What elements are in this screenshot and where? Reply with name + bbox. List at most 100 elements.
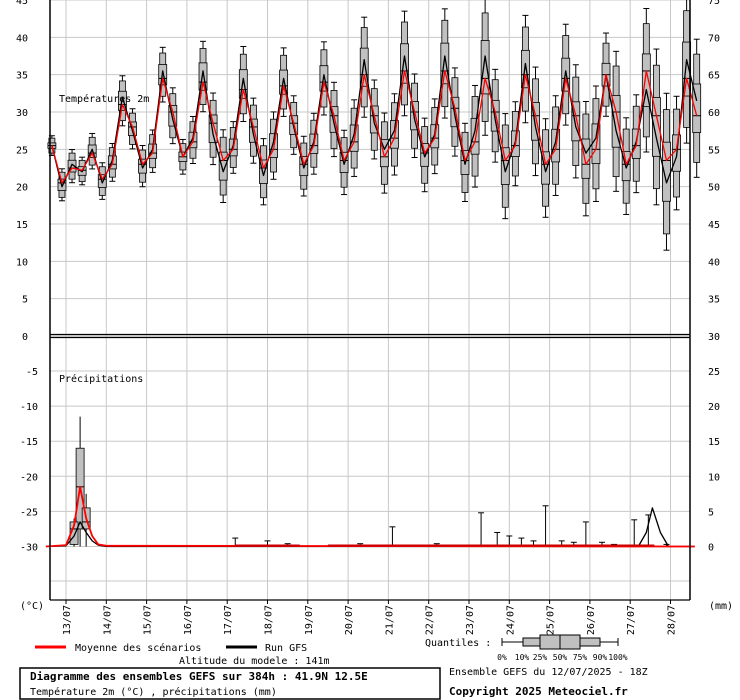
precipitation-mean-line	[45, 485, 695, 548]
x-tick-label: 27/07	[626, 605, 637, 635]
title-box	[19, 667, 441, 700]
x-tick-label: 20/07	[344, 605, 355, 635]
precipitation-left-axis: -5 -10 -15 -20 -25 -30	[20, 367, 38, 554]
box-inner	[571, 101, 581, 142]
box-inner	[218, 151, 228, 181]
x-tick-label: 19/07	[304, 605, 315, 635]
chart-subtitle: Température 2m (°C) , précipitations (mm…	[30, 686, 277, 698]
temperature-tick-label: 35	[708, 295, 720, 306]
box-inner	[329, 106, 339, 133]
quantile-tick: 25%	[533, 653, 548, 662]
quantile-tick: 90%	[593, 653, 608, 662]
box-inner	[480, 40, 490, 95]
quantile-tick: 10%	[515, 653, 530, 662]
quantile-tick: 75%	[573, 653, 588, 662]
x-tick-label: 14/07	[102, 605, 113, 635]
precipitation-right-axis: 25 20 15 10 5 0	[708, 367, 720, 554]
precipitation-tick-label: -25	[20, 507, 38, 518]
quantile-tick-labels: 0% 10% 25% 50% 75% 90% 100%	[497, 653, 628, 662]
quantile-tick: 0%	[497, 653, 507, 662]
box-inner	[208, 114, 218, 144]
chart-title: Diagramme des ensembles GEFS sur 384h : …	[30, 670, 368, 683]
temperature-tick-label: 65	[708, 71, 720, 82]
x-tick-label: 26/07	[586, 605, 597, 635]
x-tick-label: 21/07	[384, 605, 395, 635]
precipitation-tick-label: 25	[708, 367, 720, 378]
plot-frame	[49, 0, 691, 601]
box-inner	[440, 42, 450, 85]
temperature-tick-label: 40	[708, 257, 720, 268]
box-inner	[692, 83, 702, 133]
temperature-tick-label: 70	[708, 33, 720, 44]
box-inner	[541, 151, 550, 185]
box-inner	[400, 43, 409, 84]
left-unit-label: (°C)	[20, 601, 44, 612]
date-axis: 13/07 14/07 15/07 16/07 17/07 18/07 19/07 20/07…	[62, 600, 678, 635]
precipitation-tick-label: -20	[20, 472, 38, 483]
x-tick-label: 13/07	[62, 605, 73, 635]
temperature-tick-label: 15	[16, 220, 28, 231]
precipitation-tick-label: -15	[20, 437, 38, 448]
box-inner	[259, 159, 268, 184]
x-tick-label: 25/07	[546, 605, 557, 635]
precipitation-tick-label: -30	[20, 543, 38, 554]
right-unit-label: (mm)	[709, 601, 733, 612]
temperature-tick-label: 50	[708, 183, 720, 194]
precipitation-panel-label: Précipitations	[59, 373, 143, 385]
temperature-tick-label: 10	[16, 257, 28, 268]
precipitation-tick-label: 0	[708, 543, 714, 554]
copyright: Copyright 2025 Meteociel.fr	[449, 685, 628, 698]
temperature-left-axis: 45 40 35 30 25 20 15 10 5 0	[16, 0, 28, 343]
x-tick-label: 24/07	[505, 605, 516, 635]
temperature-tick-label: 35	[16, 71, 28, 82]
quantile-tick: 100%	[608, 653, 627, 662]
boxplots	[47, 0, 702, 547]
x-tick-label: 18/07	[264, 605, 275, 635]
temperature-mean-line	[51, 70, 698, 184]
box-inner	[168, 105, 178, 127]
box-inner	[198, 62, 208, 91]
precipitation-tick-label: 5	[708, 507, 714, 518]
precipitation-tick-label: 20	[708, 402, 720, 413]
quantiles-label: Quantiles :	[425, 638, 491, 649]
quantile-tick: 50%	[553, 653, 568, 662]
legend-mean-label: Moyenne des scénarios	[75, 642, 201, 654]
temperature-run-line	[51, 55, 698, 188]
temperature-tick-label: 5	[22, 295, 28, 306]
temperature-tick-label: 0	[22, 332, 28, 343]
quantile-legend-box	[501, 634, 619, 650]
altitude-label: Altitude du modele : 141m	[179, 656, 330, 667]
temperature-right-axis: 75 70 65 60 55 50 45 40 35 30	[708, 0, 720, 343]
grid	[50, 0, 690, 600]
box-inner	[500, 147, 510, 185]
box-inner	[531, 102, 540, 141]
x-tick-label: 23/07	[465, 605, 476, 635]
temperature-tick-label: 45	[708, 220, 720, 231]
precipitation-tick-label: -5	[26, 367, 38, 378]
precipitation-tick-label: -10	[20, 402, 38, 413]
legend-run-label: Run GFS	[265, 643, 307, 654]
precipitation-run-line	[45, 507, 695, 548]
temperature-tick-label: 55	[708, 145, 720, 156]
box-inner	[651, 97, 661, 157]
x-tick-label: 16/07	[183, 605, 194, 635]
box-inner	[641, 53, 651, 108]
x-tick-label: 28/07	[667, 605, 678, 635]
temperature-tick-label: 20	[16, 183, 28, 194]
box-inner	[521, 49, 530, 89]
series-lines	[45, 55, 698, 548]
x-tick-label: 22/07	[425, 605, 436, 635]
x-tick-label: 15/07	[143, 605, 154, 635]
box-inner	[359, 47, 369, 87]
box-inner	[379, 139, 389, 168]
ensemble-info: Ensemble GEFS du 12/07/2025 - 18Z	[449, 667, 648, 678]
temperature-tick-label: 45	[16, 0, 28, 7]
temperature-tick-label: 25	[16, 145, 28, 156]
box-inner	[470, 117, 480, 155]
temperature-tick-label: 30	[708, 332, 720, 343]
box-inner	[248, 118, 258, 143]
box-inner	[238, 69, 248, 99]
box-inner	[611, 95, 621, 148]
temperature-tick-label: 75	[708, 0, 720, 7]
